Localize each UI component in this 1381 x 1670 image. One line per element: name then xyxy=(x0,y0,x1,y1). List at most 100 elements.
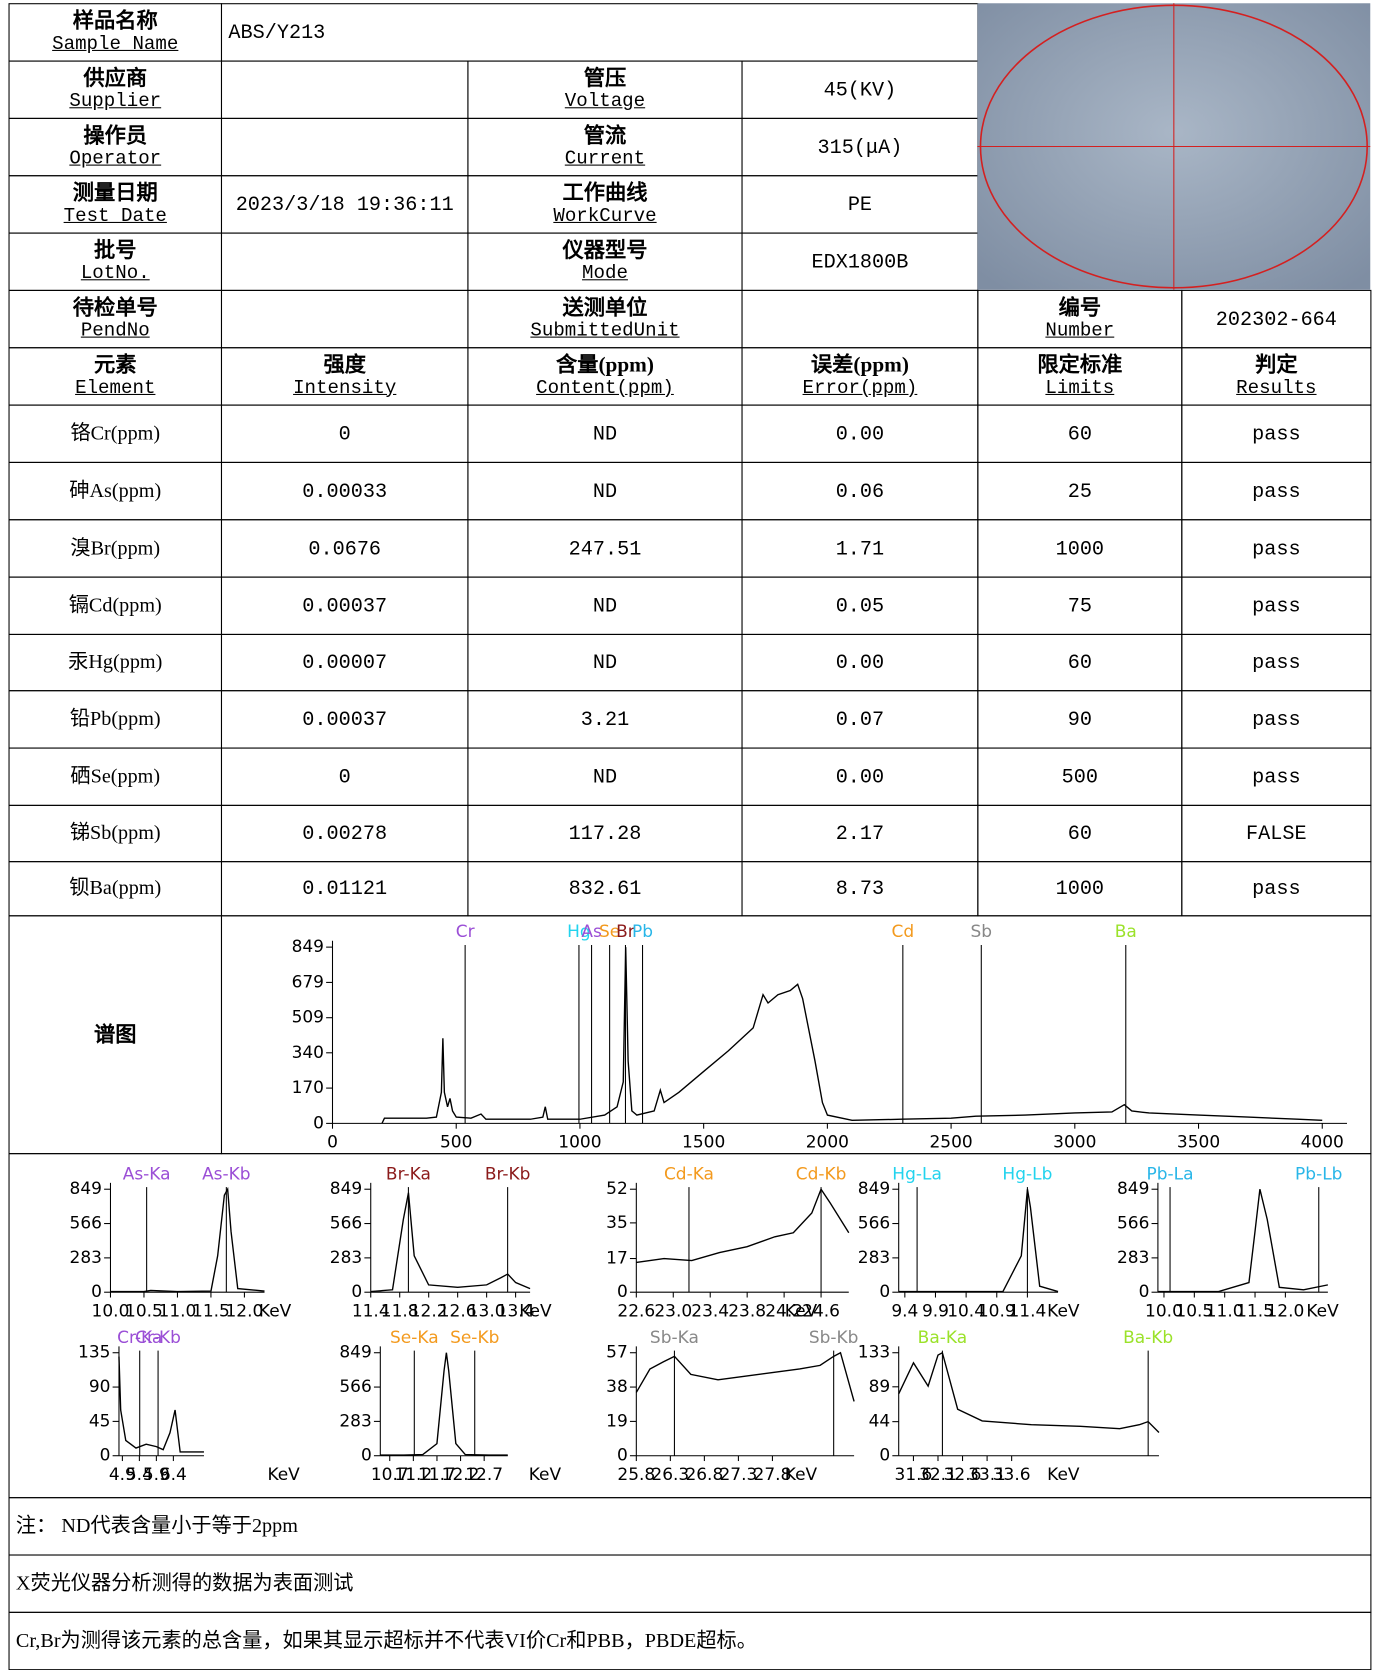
table-cell: 0.00 xyxy=(835,765,885,789)
cell: EDX1800B xyxy=(741,232,979,291)
cell: pass xyxy=(1181,861,1372,917)
field-value: 45(KV) xyxy=(823,78,897,102)
label-cn: 判定 xyxy=(1255,353,1298,377)
cell: 0.0676 xyxy=(220,519,469,578)
cell: 测量日期 Test Date xyxy=(8,175,223,234)
field-value: EDX1800B xyxy=(811,250,909,274)
table-cell: 0.06 xyxy=(835,479,885,503)
table-cell: 溴Br(ppm) xyxy=(70,536,161,560)
cell: 汞Hg(ppm) xyxy=(8,633,223,692)
table-cell: ND xyxy=(592,765,618,789)
cell: 注： ND代表含量小于等于2ppm xyxy=(8,1497,1372,1556)
cell: 315(μA) xyxy=(741,117,979,177)
cell: 1000 xyxy=(977,861,1183,917)
note: 注： ND代表含量小于等于2ppm xyxy=(15,1514,298,1537)
label-cn: 含量(ppm) xyxy=(555,353,654,377)
cell: 元素 Element xyxy=(8,347,223,406)
cell: 强度 Intensity xyxy=(220,347,469,406)
table-cell: ND xyxy=(592,479,618,503)
cell: 铬Cr(ppm) xyxy=(8,404,223,463)
label-cn: 工作曲线 xyxy=(562,181,648,205)
cell: 202302-664 xyxy=(1181,289,1372,349)
cell: 832.61 xyxy=(467,861,743,917)
label-cn: 样品名称 xyxy=(72,9,158,33)
cell: 仪器型号 Mode xyxy=(467,232,743,291)
note: Cr,Br为测得该元素的总含量，如果其显示超标并不代表VI价Cr和PBB，PBD… xyxy=(15,1629,757,1652)
cell: 0.00 xyxy=(741,633,979,692)
label-en: SubmittedUnit xyxy=(530,320,680,342)
label-en: Intensity xyxy=(293,377,397,399)
table-cell: ND xyxy=(592,594,618,618)
label-cn: 操作员 xyxy=(83,123,148,148)
label-en: Test Date xyxy=(63,205,167,227)
cell: 样品名称 Sample Name xyxy=(8,3,223,62)
label-en: Current xyxy=(564,148,646,170)
table-cell: 500 xyxy=(1061,765,1099,789)
table-cell: 2.17 xyxy=(835,821,885,846)
table-cell: 75 xyxy=(1067,594,1092,618)
cell: 0.00 xyxy=(741,404,979,463)
label-en: Error(ppm) xyxy=(802,377,918,399)
table-cell: pass xyxy=(1252,707,1301,732)
cell: 117.28 xyxy=(467,804,743,863)
cell: 管流 Current xyxy=(467,117,743,177)
cell: pass xyxy=(1181,747,1372,806)
table-cell: 117.28 xyxy=(568,821,642,846)
label-en: Supplier xyxy=(69,90,162,113)
cell: 45(KV) xyxy=(741,60,979,119)
cell: ABS/Y213 xyxy=(220,3,979,62)
table-cell: 0.01121 xyxy=(302,877,388,901)
sample-photo xyxy=(977,3,1371,290)
label-en: Sample Name xyxy=(52,33,179,55)
cell xyxy=(220,232,469,291)
label-en: Voltage xyxy=(564,90,646,113)
cell: 批号 LotNo. xyxy=(8,232,223,291)
cell: 8.73 xyxy=(741,861,979,917)
cell: 硒Se(ppm) xyxy=(8,747,223,806)
cell: 锑Sb(ppm) xyxy=(8,804,223,863)
cell: 0.01121 xyxy=(220,861,469,917)
table-cell: 铬Cr(ppm) xyxy=(70,422,161,445)
cell: 误差(ppm) Error(ppm) xyxy=(741,347,979,406)
label-cn: 编号 xyxy=(1058,295,1102,320)
table-cell: pass xyxy=(1252,479,1301,503)
table-cell: pass xyxy=(1252,594,1301,618)
table-cell: 汞Hg(ppm) xyxy=(68,650,163,674)
cell: 60 xyxy=(977,804,1183,863)
cell xyxy=(220,60,469,119)
cell: 500 xyxy=(977,747,1183,806)
label-en: Element xyxy=(75,377,156,399)
table-cell: 锑Sb(ppm) xyxy=(69,821,161,845)
label-en: Mode xyxy=(582,262,628,285)
label-en: Number xyxy=(1045,320,1115,342)
cell: 谱图 xyxy=(8,915,223,1155)
cell: 60 xyxy=(977,633,1183,692)
cell: 3.21 xyxy=(467,690,743,749)
cell: 75 xyxy=(977,576,1183,635)
cell: 判定 Results xyxy=(1181,347,1372,406)
cell: 管压 Voltage xyxy=(467,60,743,119)
cell: 0.06 xyxy=(741,461,979,521)
cell: ND xyxy=(467,633,743,692)
cell: 0.00033 xyxy=(220,461,469,521)
cell: ND xyxy=(467,747,743,806)
cell xyxy=(220,117,469,177)
table-cell: pass xyxy=(1252,536,1301,561)
table-cell: 铅Pb(ppm) xyxy=(69,707,161,730)
table-cell: 硒Se(ppm) xyxy=(70,765,161,788)
label-cn: 管压 xyxy=(583,66,627,90)
label-cn: 送测单位 xyxy=(562,295,648,320)
cell: 操作员 Operator xyxy=(8,117,223,177)
label-cn: 误差(ppm) xyxy=(810,353,909,377)
table-cell: 0.00033 xyxy=(302,479,388,503)
table-cell: 0.00037 xyxy=(302,707,388,732)
note: X荧光仪器分析测得的数据为表面测试 xyxy=(15,1571,354,1595)
cell: pass xyxy=(1181,404,1372,463)
table-cell: pass xyxy=(1252,422,1301,446)
cell: pass xyxy=(1181,461,1372,521)
cell: 砷As(ppm) xyxy=(8,461,223,521)
table-cell: 0 xyxy=(338,422,351,446)
cell: 60 xyxy=(977,404,1183,463)
field-value: 2023/3/18 19:36:11 xyxy=(235,192,454,217)
